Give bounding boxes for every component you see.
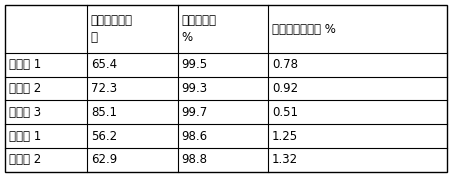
Text: 0.51: 0.51 xyxy=(272,106,298,119)
Text: 56.2: 56.2 xyxy=(91,130,117,142)
Text: 实施例 1: 实施例 1 xyxy=(9,58,41,71)
Text: 85.1: 85.1 xyxy=(91,106,117,119)
Text: 62.9: 62.9 xyxy=(91,153,117,166)
Text: 对照例 2: 对照例 2 xyxy=(9,153,41,166)
Text: 1.32: 1.32 xyxy=(272,153,298,166)
Text: 99.5: 99.5 xyxy=(181,58,207,71)
Text: 实施例 3: 实施例 3 xyxy=(9,106,41,119)
Text: 1.25: 1.25 xyxy=(272,130,298,142)
Text: 65.4: 65.4 xyxy=(91,58,117,71)
Text: 0.92: 0.92 xyxy=(272,82,298,95)
Text: 二氧化碳转化
率: 二氧化碳转化 率 xyxy=(91,14,133,44)
Text: 实施例 2: 实施例 2 xyxy=(9,82,41,95)
Text: 98.6: 98.6 xyxy=(181,130,207,142)
Text: 99.3: 99.3 xyxy=(181,82,207,95)
Text: 一氧化碳选择性 %: 一氧化碳选择性 % xyxy=(272,23,336,36)
Text: 98.8: 98.8 xyxy=(181,153,207,166)
Text: 72.3: 72.3 xyxy=(91,82,117,95)
Text: 99.7: 99.7 xyxy=(181,106,207,119)
Text: 对照例 1: 对照例 1 xyxy=(9,130,41,142)
Text: 甲烷选择性
%: 甲烷选择性 % xyxy=(181,14,216,44)
Text: 0.78: 0.78 xyxy=(272,58,298,71)
